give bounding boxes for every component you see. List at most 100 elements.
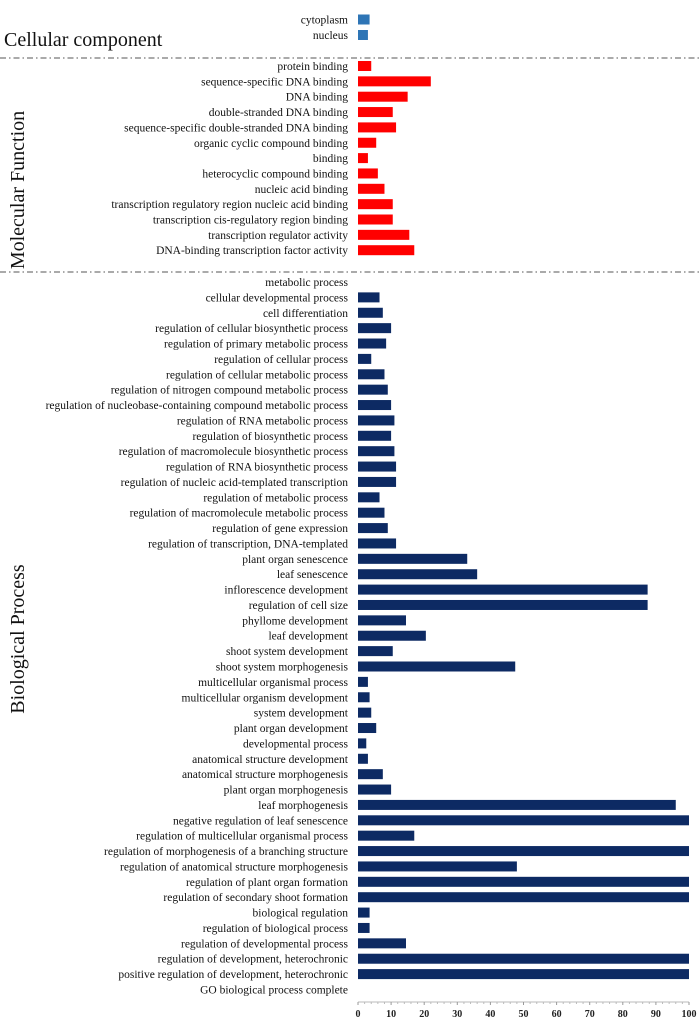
category-label-anatomical-structure-morphogenesis: anatomical structure morphogenesis: [182, 769, 349, 781]
category-label-double-stranded-dna-binding: double-stranded DNA binding: [209, 107, 349, 119]
bar-regulation-of-cellular-process: [358, 353, 372, 364]
category-label-regulation-of-morphogenesis-of-a-branching-structure: regulation of morphogenesis of a branchi…: [104, 846, 348, 858]
category-label-multicellular-organism-development: multicellular organism development: [182, 692, 349, 704]
x-tick-label-0: 0: [356, 1009, 361, 1019]
bar-plant-organ-senescence: [358, 553, 468, 564]
x-axis-ticks: 0 10 20 30 40 50 60 70 80 90 100: [356, 1002, 697, 1019]
bar-nucleic-acid-binding: [358, 183, 385, 194]
bar-regulation-of-development-heterochronic: [358, 953, 689, 964]
bar-cell-differentiation: [358, 307, 383, 318]
category-label-nucleic-acid-binding: nucleic acid binding: [255, 184, 348, 196]
bar-biological-regulation: [358, 907, 370, 918]
category-label-regulation-of-nucleic-acid-templated-transcription: regulation of nucleic acid-templated tra…: [121, 477, 349, 489]
bar-regulation-of-gene-expression: [358, 523, 388, 534]
bar-regulation-of-biosynthetic-process: [358, 430, 392, 441]
category-label-sequence-specific-double-stranded-dna-binding: sequence-specific double-stranded DNA bi…: [124, 122, 348, 134]
x-tick-label-90: 90: [651, 1009, 661, 1019]
category-label-anatomical-structure-development: anatomical structure development: [192, 754, 349, 766]
category-label-transcription-cis-regulatory-region-binding: transcription cis-regulatory region bind…: [153, 215, 348, 227]
category-label-regulation-of-developmental-process: regulation of developmental process: [181, 938, 349, 950]
category-label-shoot-system-morphogenesis: shoot system morphogenesis: [216, 662, 349, 674]
bar-positive-regulation-of-development-heterochronic: [358, 969, 689, 980]
bar-regulation-of-macromolecule-biosynthetic-process: [358, 446, 395, 457]
group-separators: [0, 57, 699, 273]
category-label-leaf-development: leaf development: [268, 631, 348, 643]
category-label-cellular-developmental-process: cellular developmental process: [206, 292, 349, 304]
category-label-leaf-morphogenesis: leaf morphogenesis: [258, 800, 348, 812]
bar-dna-binding-transcription-factor-activity: [358, 245, 415, 256]
bar-leaf-senescence: [358, 569, 478, 580]
category-label-inflorescence-development: inflorescence development: [224, 585, 348, 597]
bar-cellular-developmental-process: [358, 292, 380, 303]
bar-anatomical-structure-development: [358, 753, 368, 764]
category-label-regulation-of-plant-organ-formation: regulation of plant organ formation: [186, 877, 348, 889]
bar-regulation-of-secondary-shoot-formation: [358, 892, 689, 903]
bar-double-stranded-dna-binding: [358, 107, 393, 118]
category-label-transcription-regulatory-region-nucleic-acid-binding: transcription regulatory region nucleic …: [111, 199, 348, 211]
category-label-regulation-of-biosynthetic-process: regulation of biosynthetic process: [192, 431, 348, 443]
category-label-nucleus: nucleus: [313, 30, 349, 42]
bar-multicellular-organism-development: [358, 692, 370, 703]
bar-nucleus: [358, 30, 368, 40]
category-label-developmental-process: developmental process: [243, 738, 349, 750]
bar-regulation-of-developmental-process: [358, 938, 406, 949]
category-label-phyllome-development: phyllome development: [242, 615, 349, 627]
bar-shoot-system-development: [358, 646, 393, 657]
category-label-regulation-of-rna-biosynthetic-process: regulation of RNA biosynthetic process: [166, 462, 349, 474]
category-label-regulation-of-macromolecule-biosynthetic-process: regulation of macromolecule biosynthetic…: [119, 446, 349, 458]
category-label-cell-differentiation: cell differentiation: [263, 308, 348, 320]
bar-plant-organ-development: [358, 723, 377, 734]
x-axis: 0 10 20 30 40 50 60 70 80 90 100: [356, 1001, 697, 1019]
category-label-regulation-of-cellular-process: regulation of cellular process: [214, 354, 348, 366]
category-label-leaf-senescence: leaf senescence: [277, 569, 348, 581]
bar-transcription-regulatory-region-nucleic-acid-binding: [358, 199, 393, 210]
bar-transcription-regulator-activity: [358, 229, 410, 240]
category-label-regulation-of-anatomical-structure-morphogenesis: regulation of anatomical structure morph…: [120, 861, 349, 873]
bar-leaf-morphogenesis: [358, 799, 676, 810]
category-label-regulation-of-development-heterochronic: regulation of development, heterochronic: [158, 954, 348, 966]
category-label-regulation-of-nitrogen-compound-metabolic-process: regulation of nitrogen compound metaboli…: [111, 385, 349, 397]
bar-leaf-development: [358, 630, 426, 641]
bar-organic-cyclic-compound-binding: [358, 137, 377, 148]
category-label-metabolic-process: metabolic process: [265, 277, 348, 289]
x-tick-label-50: 50: [519, 1009, 529, 1019]
bar-regulation-of-rna-metabolic-process: [358, 415, 395, 426]
bar-layer: [358, 14, 689, 980]
bar-shoot-system-morphogenesis: [358, 661, 516, 672]
category-label-negative-regulation-of-leaf-senescence: negative regulation of leaf senescence: [173, 815, 348, 827]
bar-multicellular-organismal-process: [358, 676, 368, 687]
category-label-regulation-of-cellular-biosynthetic-process: regulation of cellular biosynthetic proc…: [155, 323, 348, 335]
category-label-regulation-of-primary-metabolic-process: regulation of primary metabolic process: [164, 339, 348, 351]
x-tick-label-70: 70: [585, 1009, 595, 1019]
bar-protein-binding: [358, 61, 372, 71]
bar-regulation-of-primary-metabolic-process: [358, 338, 387, 349]
category-label-transcription-regulator-activity: transcription regulator activity: [208, 230, 348, 242]
bar-regulation-of-morphogenesis-of-a-branching-structure: [358, 846, 689, 857]
category-label-regulation-of-biological-process: regulation of biological process: [203, 923, 349, 935]
bar-cytoplasm: [358, 14, 370, 25]
category-label-protein-binding: protein binding: [277, 61, 348, 73]
category-label-organic-cyclic-compound-binding: organic cyclic compound binding: [194, 138, 348, 150]
bar-binding: [358, 153, 368, 164]
bar-sequence-specific-dna-binding: [358, 76, 431, 87]
bar-inflorescence-development: [358, 584, 648, 595]
x-tick-label-100: 100: [682, 1009, 697, 1019]
x-tick-label-10: 10: [386, 1009, 396, 1019]
x-tick-label-20: 20: [419, 1009, 429, 1019]
bar-regulation-of-cellular-metabolic-process: [358, 369, 385, 380]
x-tick-label-30: 30: [452, 1009, 462, 1019]
bar-regulation-of-multicellular-organismal-process: [358, 830, 415, 841]
category-label-regulation-of-cell-size: regulation of cell size: [249, 600, 348, 612]
bar-transcription-cis-regulatory-region-binding: [358, 214, 393, 225]
bar-regulation-of-cellular-biosynthetic-process: [358, 323, 392, 334]
category-label-system-development: system development: [254, 708, 349, 720]
category-label-plant-organ-morphogenesis: plant organ morphogenesis: [224, 785, 349, 797]
group-title-cellular-component: Cellular component: [4, 29, 163, 51]
category-label-regulation-of-multicellular-organismal-process: regulation of multicellular organismal p…: [136, 831, 348, 843]
bar-phyllome-development: [358, 615, 406, 626]
bar-regulation-of-cell-size: [358, 599, 648, 610]
category-label-sequence-specific-dna-binding: sequence-specific DNA binding: [201, 76, 348, 88]
bar-anatomical-structure-morphogenesis: [358, 769, 383, 780]
bar-regulation-of-anatomical-structure-morphogenesis: [358, 861, 517, 872]
